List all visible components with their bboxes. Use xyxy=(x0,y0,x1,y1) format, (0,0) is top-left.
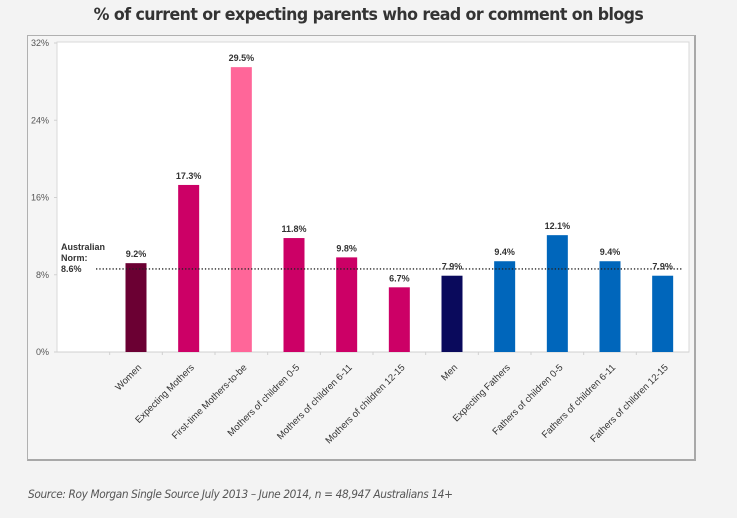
x-tick-label: Women xyxy=(113,362,144,393)
x-tick-label: Expecting Fathers xyxy=(451,362,513,424)
data-label: 17.3% xyxy=(176,171,202,181)
bars-group xyxy=(125,67,674,352)
data-label: 9.8% xyxy=(336,243,357,253)
y-tick-label: 8% xyxy=(36,270,49,280)
y-tick-label: 0% xyxy=(36,347,49,357)
data-label: 6.7% xyxy=(389,273,410,283)
bar xyxy=(388,287,410,352)
bar xyxy=(599,261,621,352)
plot-area xyxy=(56,41,690,353)
data-label: 9.4% xyxy=(494,247,515,257)
bar xyxy=(230,67,252,352)
y-tick-label: 16% xyxy=(31,193,49,203)
bar xyxy=(283,238,305,352)
data-label: 7.9% xyxy=(442,262,463,272)
data-label: 9.4% xyxy=(600,247,621,257)
reference-line-label: Norm: xyxy=(61,253,88,263)
bar xyxy=(652,275,674,352)
bar xyxy=(125,263,147,352)
source-note: Source: Roy Morgan Single Source July 20… xyxy=(28,487,453,501)
reference-line-label: 8.6% xyxy=(61,264,82,274)
data-label: 9.2% xyxy=(126,249,147,259)
y-tick-label: 24% xyxy=(31,115,49,125)
reference-line-label: Australian xyxy=(61,242,105,252)
bar xyxy=(336,257,358,352)
data-label: 29.5% xyxy=(229,53,255,63)
bar xyxy=(546,235,568,352)
x-axis xyxy=(57,351,689,355)
x-tick-label: Men xyxy=(439,362,460,383)
bar xyxy=(494,261,516,352)
data-label: 11.8% xyxy=(281,224,306,234)
bar xyxy=(441,275,463,352)
y-axis: 0% 8% 16% 24% 32% xyxy=(31,38,58,357)
data-label: 12.1% xyxy=(545,221,571,231)
chart-title: % of current or expecting parents who re… xyxy=(93,5,644,25)
value-labels-group: 9.2% 17.3% 29.5% 11.8% 9.8% 6.7% 7.9% 9.4% 12.1%… xyxy=(126,53,673,283)
data-label: 7.9% xyxy=(652,262,673,272)
y-tick-label: 32% xyxy=(31,38,49,48)
